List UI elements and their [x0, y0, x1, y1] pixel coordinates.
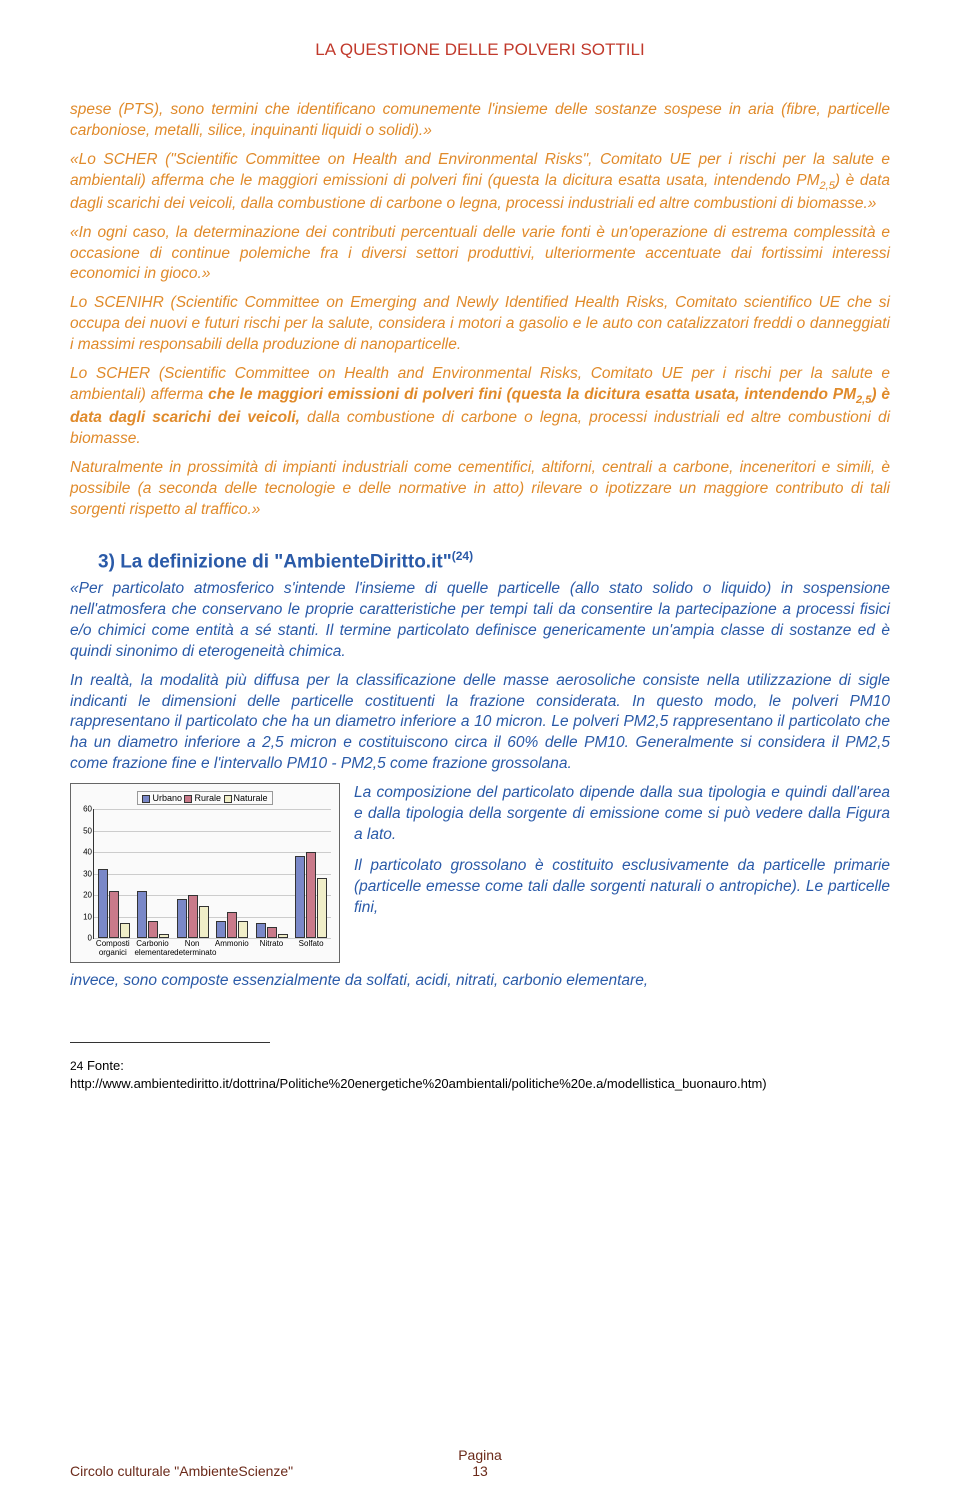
para-4: Lo SCENIHR (Scientific Committee on Emer… [70, 293, 890, 356]
para-5-bold1: che le maggiori emissioni di polveri fin… [208, 386, 856, 403]
para-2: «Lo SCHER ("Scientific Committee on Heal… [70, 150, 890, 215]
chart-legend: Urbano Rurale Naturale [137, 791, 272, 805]
composition-chart: Urbano Rurale Naturale 0102030405060 Com… [70, 783, 340, 963]
section-3-num: 3) [98, 551, 115, 572]
para-9: La composizione del particolato dipende … [354, 783, 890, 846]
footnote-separator [70, 1042, 270, 1043]
para-11: invece, sono composte essenzialmente da … [70, 971, 890, 992]
section-3-title: La definizione di "AmbienteDiritto.it" [120, 551, 452, 572]
para-6: Naturalmente in prossimità di impianti i… [70, 458, 890, 521]
footnote-label: Fonte: [87, 1058, 124, 1073]
para-8: In realtà, la modalità più diffusa per l… [70, 671, 890, 776]
para-2a: «Lo SCHER ("Scientific Committee on Heal… [70, 151, 890, 189]
para-10: Il particolato grossolano è costituito e… [354, 856, 890, 919]
para-7: «Per particolato atmosferico s'intende l… [70, 579, 890, 663]
footer-left: Circolo culturale "AmbienteScienze" [70, 1463, 445, 1479]
footer-page-num: 13 [445, 1463, 515, 1479]
chart-side-column: La composizione del particolato dipende … [354, 783, 890, 919]
para-3: «In ogni caso, la determinazione dei con… [70, 223, 890, 286]
footnote-24: 24 Fonte: http://www.ambientediritto.it/… [70, 1057, 890, 1093]
section-3-heading: 3) La definizione di "AmbienteDiritto.it… [70, 549, 890, 573]
footer-page-label: Pagina [445, 1447, 515, 1463]
para-5-sub: 2,5 [856, 394, 871, 406]
section-3-ref: (24) [452, 549, 473, 563]
footnote-url: http://www.ambientediritto.it/dottrina/P… [70, 1076, 767, 1091]
para-5: Lo SCHER (Scientific Committee on Health… [70, 364, 890, 450]
page-header: LA QUESTIONE DELLE POLVERI SOTTILI [70, 40, 890, 60]
para-1: spese (PTS), sono termini che identifica… [70, 100, 890, 142]
para-2-sub: 2,5 [820, 180, 835, 192]
footnote-num: 24 [70, 1059, 83, 1073]
page-footer: Circolo culturale "AmbienteScienze" Pagi… [70, 1447, 890, 1479]
